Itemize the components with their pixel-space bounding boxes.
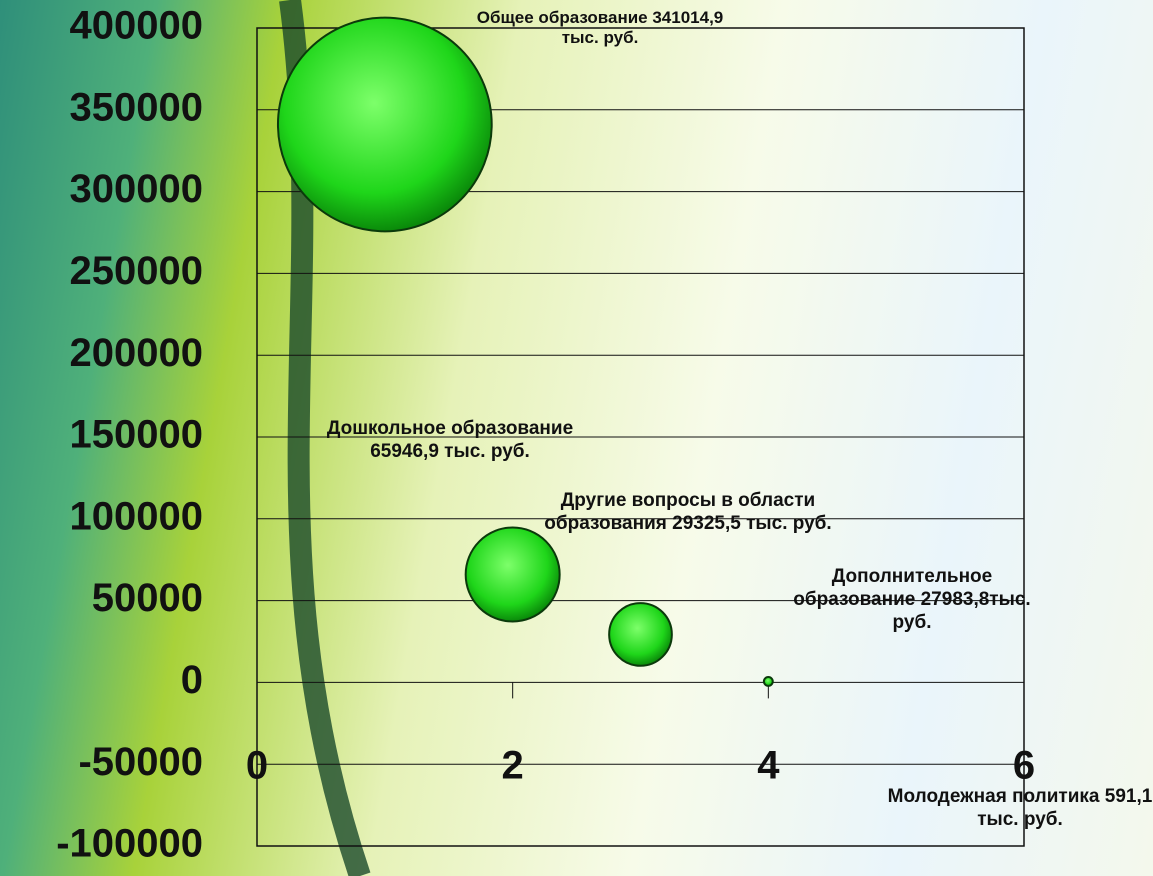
bubble: [464, 526, 561, 623]
bubble: [276, 16, 493, 233]
bubble: [608, 602, 673, 667]
y-tick-label: 50000: [92, 576, 203, 620]
y-tick-label: -100000: [56, 822, 203, 866]
data-label: Молодежная политика 591,1 тыс. руб.: [887, 786, 1153, 830]
y-tick-label: 300000: [70, 167, 203, 211]
y-tick-label: 0: [181, 658, 203, 702]
y-tick-label: -50000: [78, 740, 203, 784]
x-tick-label: 0: [246, 744, 268, 788]
x-tick-label: 6: [1013, 744, 1035, 788]
y-tick-label: 250000: [70, 249, 203, 293]
bubble: [762, 675, 774, 687]
y-tick-label: 200000: [70, 331, 203, 375]
y-tick-label: 150000: [70, 413, 203, 457]
y-tick-label: 400000: [70, 4, 203, 48]
y-tick-label: 350000: [70, 85, 203, 129]
data-label: Дошкольное образование 65946,9 тыс. руб.: [326, 418, 574, 462]
x-tick-label: 2: [502, 744, 524, 788]
x-tick-label: 4: [757, 744, 780, 788]
data-label: Дополнительное образование 27983,8тыс. р…: [793, 566, 1031, 633]
y-tick-label: 100000: [70, 494, 203, 538]
data-label: Общее образование 341014,9 тыс. руб.: [476, 8, 724, 48]
data-label: Другие вопросы в области образования 293…: [544, 490, 832, 534]
